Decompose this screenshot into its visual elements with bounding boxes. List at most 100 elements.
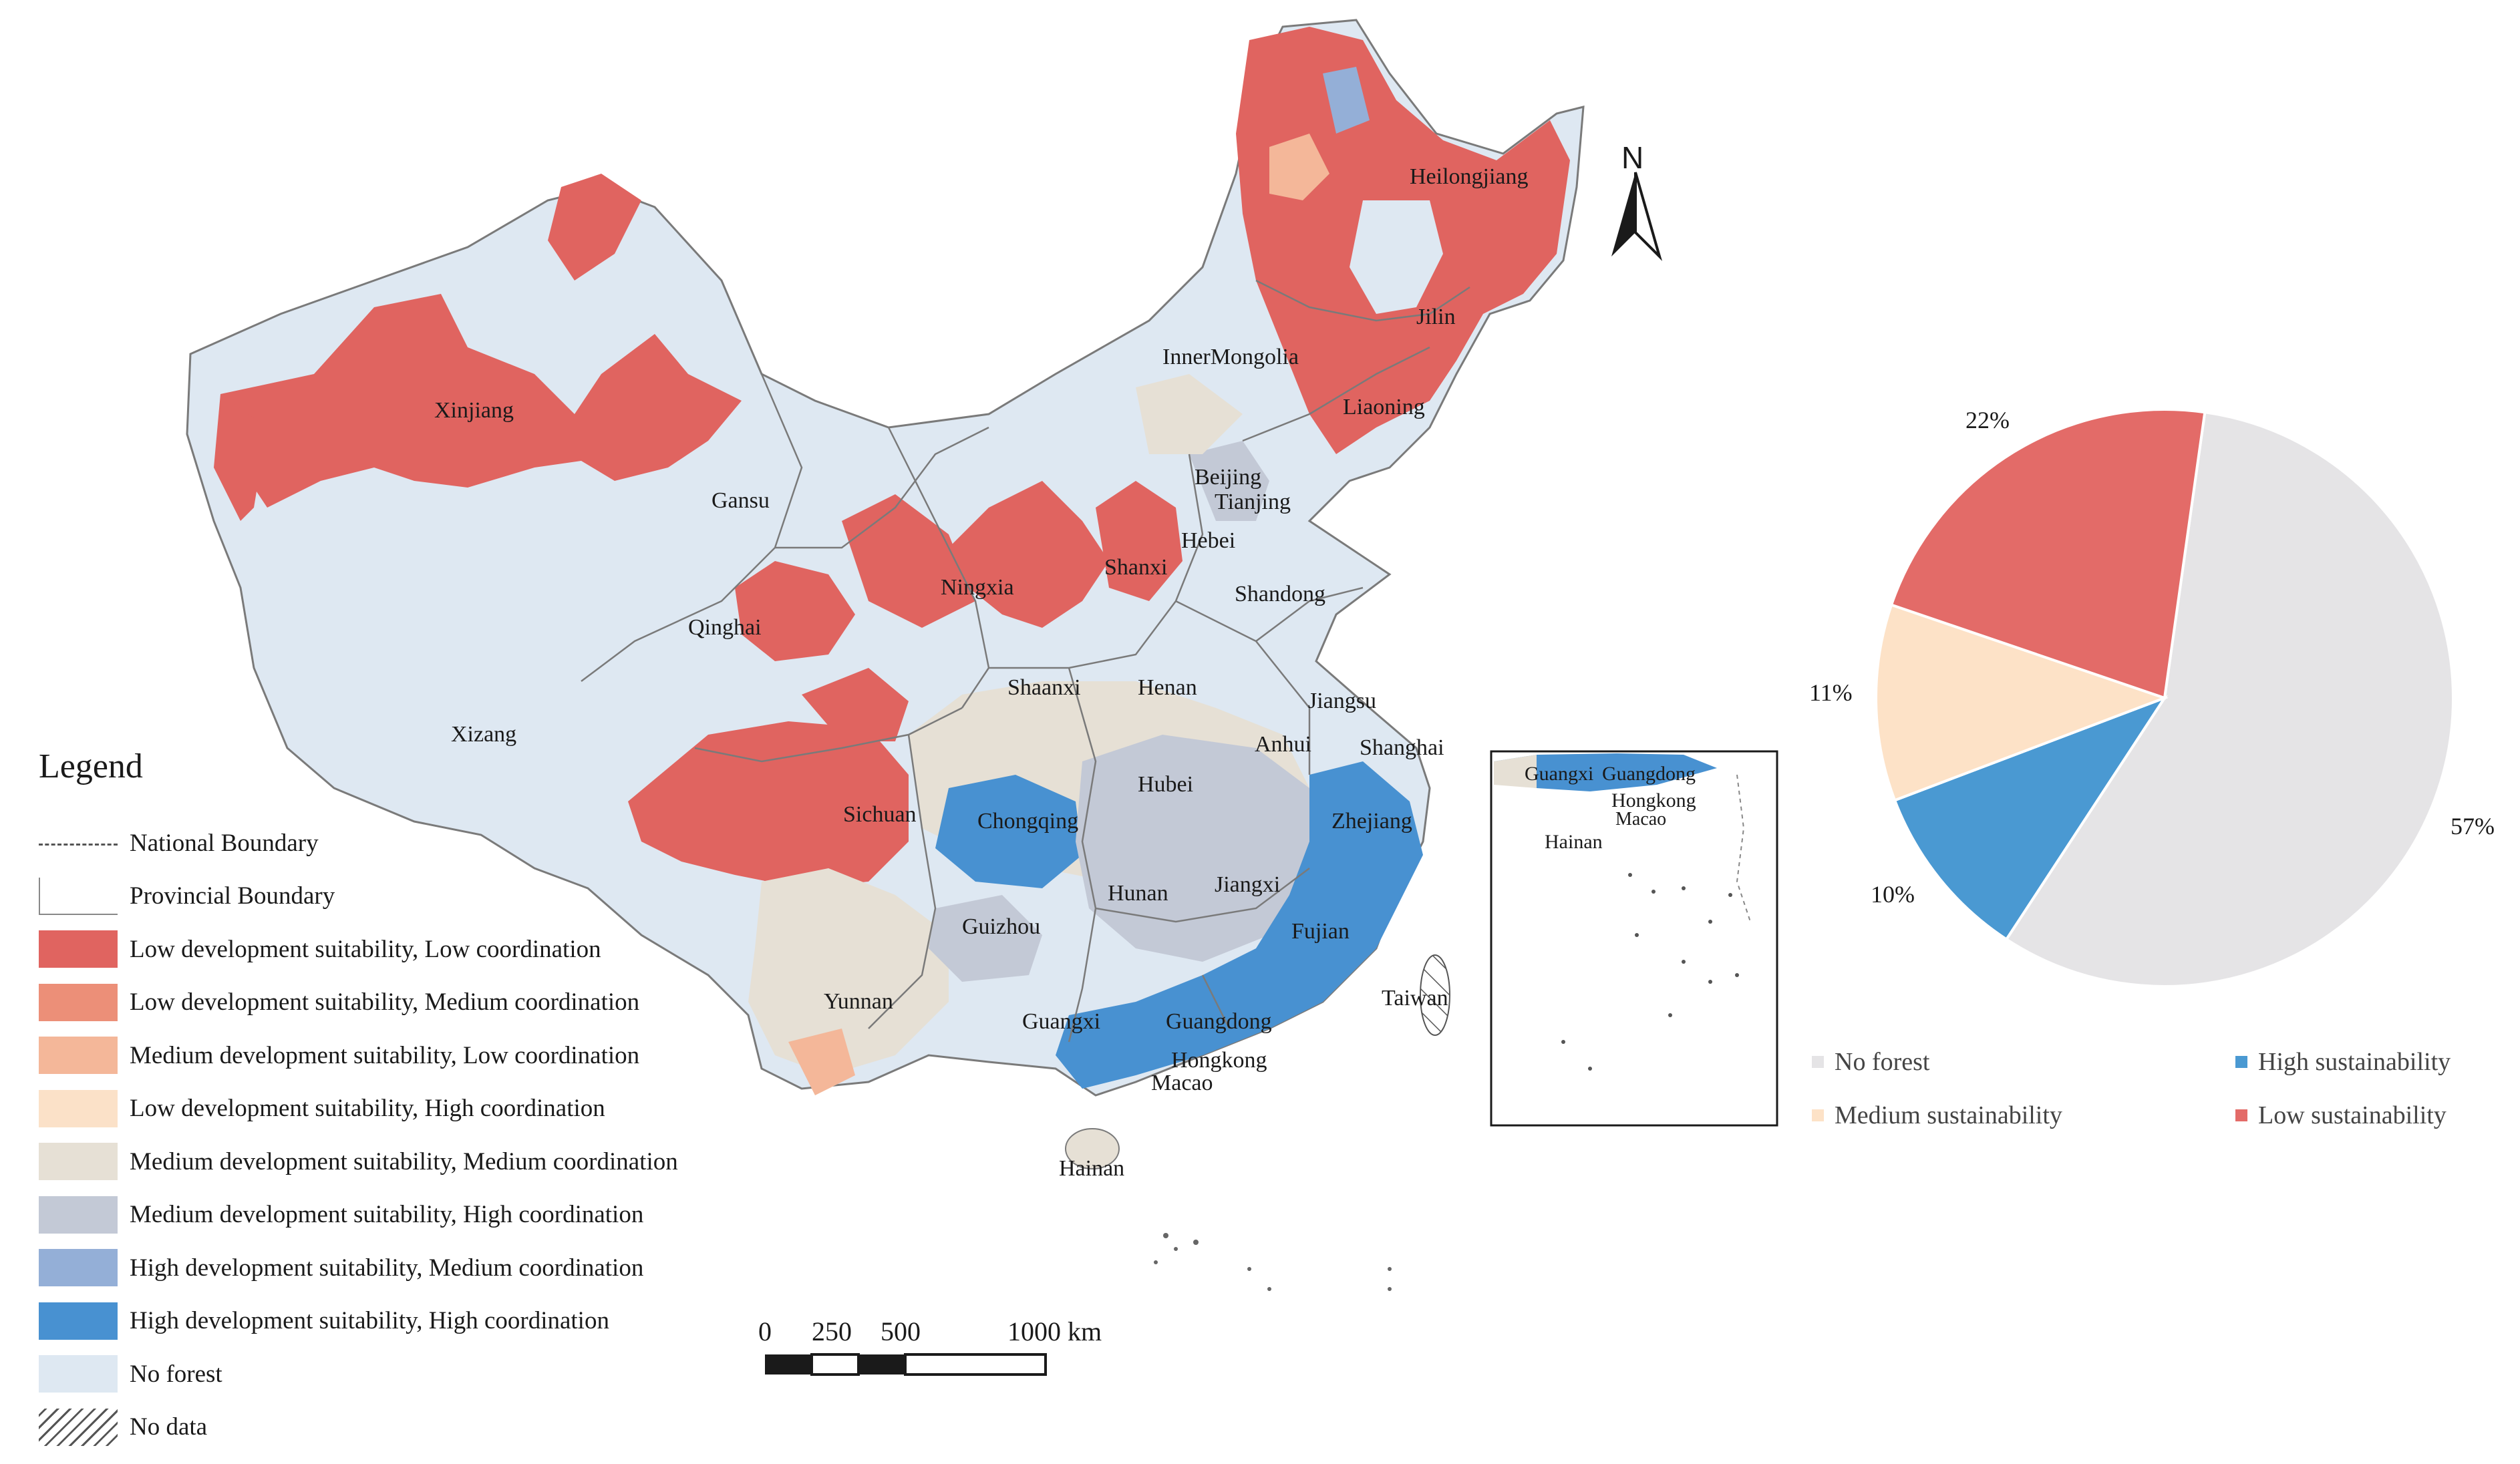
label-shaanxi: Shaanxi bbox=[1007, 675, 1081, 700]
pie-slice-low-sustainability bbox=[1889, 408, 2207, 700]
pie-legend-medium-swatch bbox=[1812, 1109, 1824, 1121]
label-xinjiang: Xinjiang bbox=[434, 398, 514, 423]
label-taiwan: Taiwan bbox=[1382, 986, 1448, 1011]
northeast-peach bbox=[1269, 134, 1329, 200]
legend-item: Low development suitability, High coordi… bbox=[39, 1089, 605, 1129]
label-beijing: Beijing bbox=[1195, 465, 1261, 490]
inset-map: Guangxi Guangdong Hongkong Macao Hainan bbox=[1490, 750, 1778, 1127]
pie-legend-noforest: No forest bbox=[1812, 1047, 1929, 1077]
label-shandong: Shandong bbox=[1235, 582, 1325, 606]
pie-legend-high-label: High sustainability bbox=[2258, 1048, 2451, 1076]
legend-label: High development suitability, High coord… bbox=[130, 1307, 609, 1334]
label-yunnan: Yunnan bbox=[824, 989, 893, 1014]
pie-chart bbox=[1875, 408, 2455, 988]
legend-label: Provincial Boundary bbox=[130, 882, 335, 910]
scale-tick-1000: 1000 km bbox=[1007, 1316, 1102, 1346]
pie-label-medium: 11% bbox=[1809, 679, 1853, 706]
legend-item: Medium development suitability, High coo… bbox=[39, 1195, 643, 1235]
legend-label: Medium development suitability, High coo… bbox=[130, 1201, 644, 1228]
north-arrow-icon bbox=[1611, 172, 1663, 261]
legend-item: High development suitability, High coord… bbox=[39, 1301, 609, 1341]
hainan-island bbox=[1065, 1128, 1120, 1169]
hubei-hunan-medium-high bbox=[1076, 735, 1309, 962]
label-ningxia: Ningxia bbox=[941, 575, 1014, 600]
legend-item: Low development suitability, Low coordin… bbox=[39, 929, 601, 969]
legend-title: Legend bbox=[39, 747, 143, 785]
north-china-medium-medium bbox=[1136, 374, 1243, 454]
legend-label: Low development suitability, High coordi… bbox=[130, 1095, 605, 1122]
label-anhui: Anhui bbox=[1255, 732, 1311, 757]
legend-swatch bbox=[39, 1355, 118, 1393]
legend-label: Low development suitability, Medium coor… bbox=[130, 988, 640, 1016]
chongqing-high-high bbox=[935, 775, 1082, 888]
gansu-low-low bbox=[842, 494, 975, 628]
label-guangdong: Guangdong bbox=[1166, 1009, 1272, 1034]
legend-swatch bbox=[39, 1408, 118, 1446]
north-label: N bbox=[1621, 140, 1643, 175]
legend-label: Low development suitability, Low coordin… bbox=[130, 935, 601, 963]
pie-legend-noforest-label: No forest bbox=[1835, 1048, 1930, 1076]
yunnan-medium-medium bbox=[748, 868, 949, 1075]
shanxi-low-low bbox=[1096, 481, 1183, 601]
label-gansu: Gansu bbox=[712, 488, 770, 513]
legend-item: No data bbox=[39, 1407, 207, 1447]
pie-slice-high-sustainability bbox=[1893, 695, 2169, 942]
label-chongqing: Chongqing bbox=[977, 809, 1078, 834]
label-liaoning: Liaoning bbox=[1343, 395, 1425, 419]
pie-label-low: 22% bbox=[1965, 407, 2010, 433]
south-sea-islands bbox=[1154, 1233, 1392, 1291]
label-macao: Macao bbox=[1151, 1071, 1213, 1095]
legend-item: No forest bbox=[39, 1354, 222, 1394]
legend-item: High development suitability, Medium coo… bbox=[39, 1248, 643, 1288]
scale-tick-500: 500 bbox=[881, 1316, 921, 1346]
scale-tick-0: 0 bbox=[758, 1316, 772, 1346]
scale-tick-250: 250 bbox=[812, 1316, 852, 1346]
scale-bar bbox=[765, 1353, 1047, 1376]
legend-swatch bbox=[39, 930, 118, 968]
legend-label: National Boundary bbox=[130, 829, 319, 857]
label-hainan: Hainan bbox=[1059, 1156, 1124, 1181]
label-guangxi: Guangxi bbox=[1022, 1009, 1100, 1034]
legend-label: High development suitability, Medium coo… bbox=[130, 1254, 644, 1282]
legend-swatch bbox=[39, 983, 118, 1021]
legend-item: Medium development suitability, Medium c… bbox=[39, 1141, 678, 1181]
pie-legend-low-label: Low sustainability bbox=[2258, 1101, 2447, 1129]
inset-label-guangdong: Guangdong bbox=[1602, 763, 1696, 785]
provincial-boundaries bbox=[581, 279, 1470, 1043]
label-zhejiang: Zhejiang bbox=[1331, 809, 1412, 834]
northeast-high-medium bbox=[1323, 67, 1370, 134]
label-hongkong: Hongkong bbox=[1171, 1048, 1267, 1073]
taiwan-no-data bbox=[1420, 954, 1450, 1036]
pie-label-noforest: 57% bbox=[2451, 813, 2495, 840]
north-china-medium-high bbox=[1189, 441, 1269, 521]
legend-swatch bbox=[39, 1302, 118, 1340]
legend-label: No data bbox=[130, 1413, 208, 1441]
legend-swatch bbox=[39, 1089, 118, 1127]
province-labels: Heilongjiang Jilin InnerMongolia Liaonin… bbox=[434, 164, 1529, 1181]
pie-legend-low: Low sustainability bbox=[2235, 1101, 2447, 1130]
label-hubei: Hubei bbox=[1138, 772, 1193, 797]
pie-legend-medium-label: Medium sustainability bbox=[1835, 1101, 2062, 1129]
legend-swatch bbox=[39, 1037, 118, 1074]
pie-legend-noforest-swatch bbox=[1812, 1056, 1824, 1068]
label-heilongjiang: Heilongjiang bbox=[1410, 164, 1529, 189]
legend-item: Medium development suitability, Low coor… bbox=[39, 1035, 639, 1075]
xinjiang-low-low bbox=[220, 294, 742, 508]
qinghai-low-low bbox=[735, 561, 855, 661]
legend-label: Medium development suitability, Medium c… bbox=[130, 1147, 678, 1175]
label-jiangsu: Jiangsu bbox=[1308, 689, 1376, 713]
label-henan: Henan bbox=[1138, 675, 1197, 700]
label-innermongolia: InnerMongolia bbox=[1162, 345, 1299, 369]
legend-swatch bbox=[39, 1143, 118, 1180]
label-shanghai: Shanghai bbox=[1360, 735, 1444, 760]
inset-label-hongkong: Hongkong bbox=[1611, 789, 1696, 811]
pie-legend-high-swatch bbox=[2235, 1056, 2247, 1068]
southeast-high-high bbox=[1056, 761, 1423, 1089]
pie-legend-high: High sustainability bbox=[2235, 1047, 2451, 1077]
label-xizang: Xizang bbox=[451, 722, 516, 747]
legend-item: Low development suitability, Medium coor… bbox=[39, 982, 639, 1023]
label-jiangxi: Jiangxi bbox=[1215, 872, 1280, 897]
label-sichuan: Sichuan bbox=[843, 802, 917, 827]
label-guizhou: Guizhou bbox=[962, 914, 1040, 939]
